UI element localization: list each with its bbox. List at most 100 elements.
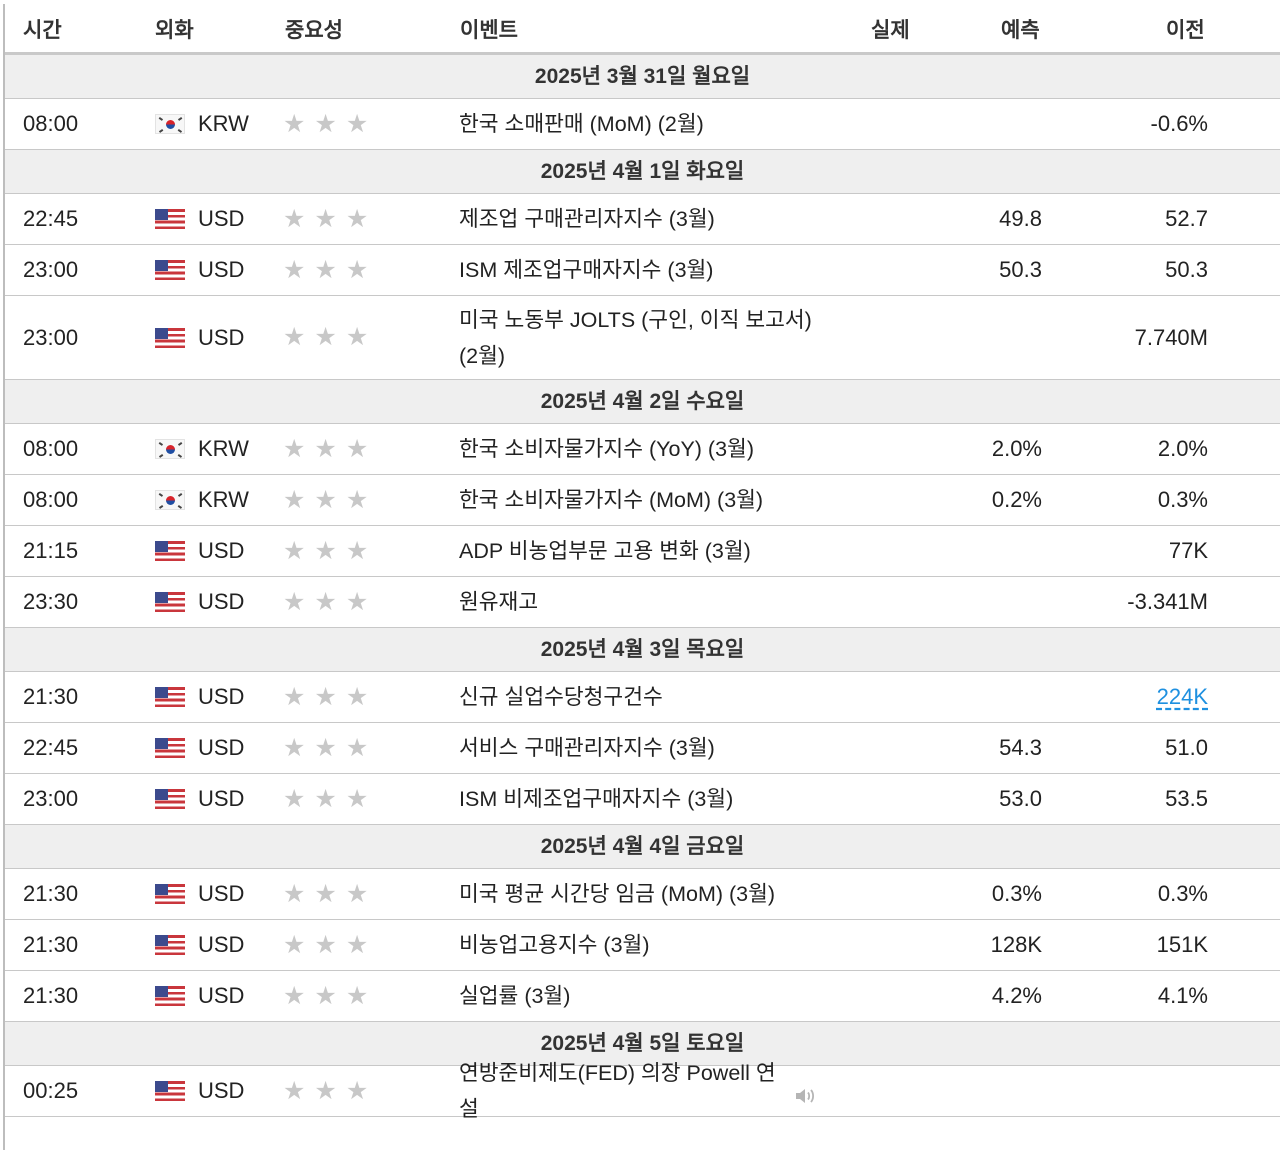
event-previous: 77K	[1169, 526, 1208, 576]
table-body: 2025년 3월 31일 월요일 08:00 KRW ★ ★ ★ 한국 소매판매 (MoM)…	[5, 55, 1280, 1121]
importance-stars: ★ ★ ★	[283, 920, 377, 970]
event-name[interactable]: 신규 실업수당청구건수	[459, 672, 819, 722]
us-flag-canton	[155, 592, 168, 603]
event-currency: USD	[155, 920, 244, 970]
event-row[interactable]: 23:00 USD ★ ★ ★ ISM 제조업구매자지수 (3월) 50.3 50.3	[5, 245, 1280, 296]
importance-stars: ★ ★ ★	[283, 194, 377, 244]
header-importance[interactable]: 중요성	[285, 19, 343, 42]
event-name[interactable]: 한국 소매판매 (MoM) (2월)	[459, 99, 819, 149]
event-row[interactable]: 22:45 USD ★ ★ ★ 제조업 구매관리자지수 (3월) 49.8 52.7	[5, 194, 1280, 245]
event-row[interactable]: 21:15 USD ★ ★ ★ ADP 비농업부문 고용 변화 (3월) 77K	[5, 526, 1280, 577]
event-row[interactable]: 08:00 KRW ★ ★ ★ 한국 소매판매 (MoM) (2월) -0.6%	[5, 99, 1280, 150]
us-flag-icon	[155, 789, 185, 809]
event-forecast: 128K	[990, 932, 1042, 957]
kr-flag-icon	[155, 114, 185, 134]
currency-code: USD	[198, 735, 245, 760]
event-name[interactable]: ADP 비농업부문 고용 변화 (3월)	[459, 526, 819, 576]
event-currency: USD	[155, 971, 244, 1021]
star-icon: ★	[283, 930, 306, 959]
event-name[interactable]: 실업률 (3월)	[459, 971, 819, 1021]
event-name-text[interactable]: 한국 소비자물가지수 (MoM) (3월)	[459, 488, 764, 512]
event-row[interactable]: 08:00 KRW ★ ★ ★ 한국 소비자물가지수 (MoM) (3월) 0.2% 0.3%	[5, 475, 1280, 526]
event-name-text[interactable]: ADP 비농업부문 고용 변화 (3월)	[459, 539, 751, 563]
event-previous: 52.7	[1165, 194, 1208, 244]
event-row[interactable]: 21:30 USD ★ ★ ★ 실업률 (3월) 4.2% 4.1%	[5, 971, 1280, 1022]
event-row[interactable]: 08:00 KRW ★ ★ ★ 한국 소비자물가지수 (YoY) (3월) 2.0% 2.0%	[5, 424, 1280, 475]
us-flag-icon	[155, 935, 185, 955]
event-row[interactable]: 23:30 USD ★ ★ ★ 원유재고 -3.341M	[5, 577, 1280, 628]
us-flag-canton	[155, 541, 168, 552]
event-name-text[interactable]: ISM 제조업구매자지수 (3월)	[459, 258, 714, 282]
event-row[interactable]: 22:45 USD ★ ★ ★ 서비스 구매관리자지수 (3월) 54.3 51.0	[5, 723, 1280, 774]
event-name[interactable]: 서비스 구매관리자지수 (3월)	[459, 723, 819, 773]
event-name-text[interactable]: 미국 평균 시간당 임금 (MoM) (3월)	[459, 882, 776, 906]
event-name-text[interactable]: 신규 실업수당청구건수	[459, 685, 663, 709]
speaker-icon[interactable]	[793, 1081, 819, 1103]
event-row[interactable]: 00:25 USD ★ ★ ★ 연방준비제도(FED) 의장 Powell 연설	[5, 1061, 1280, 1121]
us-flag-canton	[155, 260, 168, 271]
header-currency[interactable]: 외화	[155, 19, 194, 42]
star-icon: ★	[345, 879, 369, 908]
event-name[interactable]: ISM 비제조업구매자지수 (3월)	[459, 774, 819, 824]
event-row[interactable]: 21:30 USD ★ ★ ★ 신규 실업수당청구건수 224K	[5, 672, 1280, 723]
star-icon: ★	[345, 204, 369, 233]
event-row[interactable]: 21:30 USD ★ ★ ★ 미국 평균 시간당 임금 (MoM) (3월) 0.3% 0.…	[5, 869, 1280, 920]
event-name[interactable]: ISM 제조업구매자지수 (3월)	[459, 245, 819, 295]
star-icon: ★	[345, 784, 369, 813]
header-actual[interactable]: 실제	[871, 19, 910, 42]
event-time: 21:30	[23, 881, 79, 906]
us-flag-canton	[155, 687, 168, 698]
importance-stars: ★ ★ ★	[283, 1066, 377, 1116]
event-name[interactable]: 미국 평균 시간당 임금 (MoM) (3월)	[459, 869, 819, 919]
event-name[interactable]: 한국 소비자물가지수 (YoY) (3월)	[459, 424, 819, 474]
event-row[interactable]: 23:00 USD ★ ★ ★ 미국 노동부 JOLTS (구인, 이직 보고서) (2월…	[5, 296, 1280, 380]
event-row[interactable]: 21:30 USD ★ ★ ★ 비농업고용지수 (3월) 128K 151K	[5, 920, 1280, 971]
event-time: 21:30	[23, 684, 79, 709]
event-name-text[interactable]: 원유재고	[459, 590, 539, 614]
header-previous[interactable]: 이전	[1166, 19, 1205, 42]
event-name[interactable]: 제조업 구매관리자지수 (3월)	[459, 194, 819, 244]
event-name[interactable]: 연방준비제도(FED) 의장 Powell 연설	[459, 1061, 819, 1121]
previous-value: 50.3	[1165, 257, 1208, 282]
header-time[interactable]: 시간	[23, 19, 62, 42]
event-name-text[interactable]: 서비스 구매관리자지수 (3월)	[459, 736, 715, 760]
us-flag-icon	[155, 327, 185, 348]
event-name-text[interactable]: 미국 노동부 JOLTS (구인, 이직 보고서) (2월)	[459, 307, 812, 368]
star-icon: ★	[283, 784, 306, 813]
importance-stars: ★ ★ ★	[283, 424, 377, 474]
us-flag-icon	[155, 209, 185, 229]
importance-stars: ★ ★ ★	[283, 723, 377, 773]
event-name-text[interactable]: ISM 비제조업구매자지수 (3월)	[459, 787, 734, 811]
star-icon: ★	[283, 879, 306, 908]
event-name-text[interactable]: 제조업 구매관리자지수 (3월)	[459, 207, 715, 231]
event-name[interactable]: 원유재고	[459, 577, 819, 627]
event-previous[interactable]: 224K	[1157, 672, 1208, 722]
star-icon: ★	[345, 682, 369, 711]
event-forecast: 0.2%	[991, 487, 1042, 512]
event-time: 00:25	[23, 1078, 79, 1103]
header-forecast[interactable]: 예측	[1001, 19, 1040, 42]
event-time: 21:15	[23, 538, 79, 563]
event-name-text[interactable]: 연방준비제도(FED) 의장 Powell 연설	[459, 1061, 776, 1121]
star-icon: ★	[283, 323, 306, 351]
currency-code: KRW	[198, 487, 249, 512]
event-name-text[interactable]: 실업률 (3월)	[459, 984, 571, 1008]
event-name-text[interactable]: 한국 소매판매 (MoM) (2월)	[459, 112, 704, 136]
event-name[interactable]: 비농업고용지수 (3월)	[459, 920, 819, 970]
event-row[interactable]: 23:00 USD ★ ★ ★ ISM 비제조업구매자지수 (3월) 53.0 53.5	[5, 774, 1280, 825]
importance-stars: ★ ★ ★	[283, 869, 377, 919]
event-name[interactable]: 미국 노동부 JOLTS (구인, 이직 보고서) (2월)	[459, 296, 819, 379]
event-previous: 7.740M	[1135, 296, 1208, 379]
us-flag-icon	[155, 592, 185, 612]
currency-code: KRW	[198, 111, 249, 136]
event-name-text[interactable]: 한국 소비자물가지수 (YoY) (3월)	[459, 437, 754, 461]
event-time: 21:30	[23, 983, 79, 1008]
header-event[interactable]: 이벤트	[460, 19, 518, 42]
date-row: 2025년 4월 3일 목요일	[5, 628, 1280, 672]
event-previous: 0.3%	[1158, 475, 1208, 525]
date-row: 2025년 3월 31일 월요일	[5, 55, 1280, 99]
importance-stars: ★ ★ ★	[283, 296, 377, 379]
previous-link[interactable]: 224K	[1156, 684, 1208, 709]
event-name[interactable]: 한국 소비자물가지수 (MoM) (3월)	[459, 475, 819, 525]
event-name-text[interactable]: 비농업고용지수 (3월)	[459, 933, 650, 957]
